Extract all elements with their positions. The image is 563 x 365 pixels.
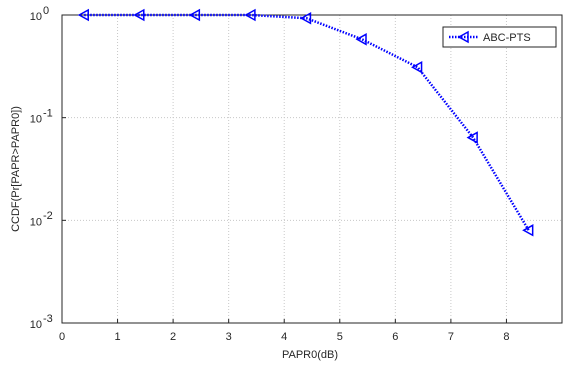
tick-base: 10 [30,319,42,331]
x-tick-label: 1 [114,331,120,343]
x-tick-label: 5 [337,331,343,343]
x-tick-label: 0 [59,331,65,343]
marker [133,8,145,22]
marker [466,131,478,144]
legend-marker [457,30,469,44]
x-tick-label: 3 [226,331,232,343]
x-tick-label: 7 [448,331,454,343]
marker [411,60,423,74]
legend-box [442,26,557,48]
tick-base: 10 [30,216,42,228]
series-line [84,13,530,231]
x-tick-label: 2 [170,331,176,343]
tick-power: 0 [43,5,49,17]
tick-base: 10 [30,11,42,23]
tick-base: 10 [30,114,42,126]
x-tick-label: 6 [392,331,398,343]
y-axis-label: CCDF(Pr[PAPR>PAPR0]) [10,106,22,232]
marker [188,8,201,22]
y-tick-label: 10 [30,319,42,331]
x-tick-label: 8 [503,331,509,343]
y-tick-label: 10 [30,216,42,228]
plot-area [62,15,562,323]
axes-box [61,14,563,324]
tick-power: -3 [43,313,53,325]
marker [299,11,312,25]
tick-power: -1 [43,108,53,120]
marker [244,8,256,22]
legend-label: ABC-PTS [483,32,531,44]
y-tick-label: 10 [30,114,42,126]
marker [77,8,89,22]
marker [355,33,367,46]
x-axis-label: PAPR0(dB) [282,349,338,361]
y-tick-label: 10 [30,11,42,23]
marker [522,224,534,237]
tick-power: -2 [43,210,53,222]
x-tick-label: 4 [281,331,287,343]
